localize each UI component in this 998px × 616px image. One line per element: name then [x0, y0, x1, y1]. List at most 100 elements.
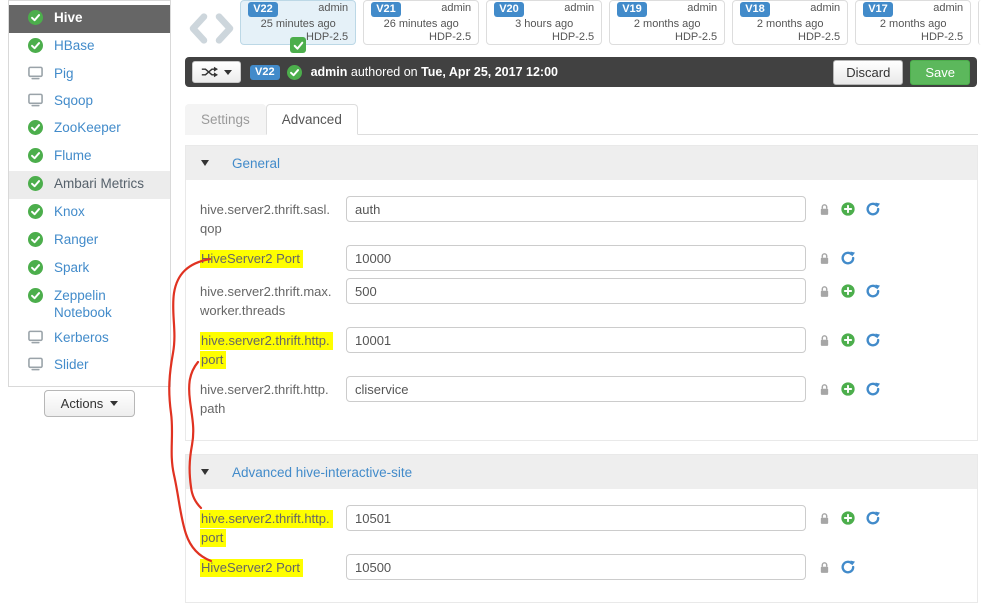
override-icon[interactable] — [841, 511, 855, 525]
undo-icon[interactable] — [841, 251, 855, 265]
section-header[interactable]: General — [186, 146, 977, 180]
property-value-input[interactable] — [346, 278, 806, 304]
property-actions — [819, 245, 855, 265]
sidebar-item-label: Ranger — [54, 232, 99, 247]
lock-icon — [819, 285, 830, 298]
compare-versions-button[interactable] — [192, 61, 241, 83]
version-stack: HDP-2.5 — [429, 31, 472, 43]
version-age: 2 months ago — [756, 18, 824, 30]
sidebar-item-label: Sqoop — [54, 93, 94, 108]
sidebar-item-knox[interactable]: Knox — [9, 199, 170, 227]
version-badge: V17 — [863, 2, 893, 17]
discard-button[interactable]: Discard — [833, 59, 904, 85]
shuffle-icon — [201, 66, 218, 78]
version-toolbar: V22 admin authored on Tue, Apr 25, 2017 … — [185, 57, 977, 87]
property-value-input[interactable] — [346, 245, 806, 271]
service-ok-check-icon — [28, 288, 43, 307]
undo-icon[interactable] — [841, 560, 855, 574]
sidebar-item-kerberos[interactable]: Kerberos — [9, 325, 170, 352]
sidebar-item-zookeeper[interactable]: ZooKeeper — [9, 115, 170, 143]
undo-icon[interactable] — [866, 202, 880, 216]
config-row-hive-server2-thrift-http-path: hive.​server2.​thrift.​http.​path — [200, 376, 963, 418]
undo-icon[interactable] — [866, 511, 880, 525]
sidebar-item-label: Hive — [54, 10, 83, 25]
lock-icon — [819, 512, 830, 525]
version-card-v18[interactable]: V18 admin 2 months ago HDP-2.5 — [732, 0, 849, 45]
sidebar-item-hbase[interactable]: HBase — [9, 33, 170, 61]
save-button[interactable]: Save — [910, 59, 970, 85]
undo-icon[interactable] — [866, 284, 880, 298]
property-label: hive.​server2.​thrift.​sasl.​qop — [200, 202, 331, 236]
sidebar-item-label: Kerberos — [54, 330, 109, 345]
yellow-highlight: HiveServer2 Port — [200, 250, 303, 268]
property-value-input[interactable] — [346, 554, 806, 580]
sidebar-item-label: HBase — [54, 38, 95, 53]
version-card-v17[interactable]: V17 admin 2 months ago HDP-2.5 — [855, 0, 972, 45]
version-badge: V19 — [617, 2, 647, 17]
version-card-v19[interactable]: V19 admin 2 months ago HDP-2.5 — [609, 0, 726, 45]
sidebar-item-slider[interactable]: Slider — [9, 352, 170, 379]
lock-icon — [819, 383, 830, 396]
sidebar-item-zeppelin-notebook[interactable]: Zeppelin Notebook — [9, 283, 170, 325]
undo-icon[interactable] — [866, 382, 880, 396]
actions-button[interactable]: Actions — [43, 390, 136, 417]
scroll-left-icon[interactable] — [187, 13, 210, 44]
version-stack: HDP-2.5 — [306, 31, 349, 43]
sidebar-item-spark[interactable]: Spark — [9, 255, 170, 283]
sidebar-item-flume[interactable]: Flume — [9, 143, 170, 171]
sidebar-item-ranger[interactable]: Ranger — [9, 227, 170, 255]
sidebar-item-ambari-metrics[interactable]: Ambari Metrics — [9, 171, 170, 199]
version-stack: HDP-2.5 — [552, 31, 595, 43]
override-icon[interactable] — [841, 284, 855, 298]
property-value-input[interactable] — [346, 376, 806, 402]
chevron-down-icon — [110, 401, 119, 406]
undo-icon[interactable] — [866, 333, 880, 347]
yellow-highlight: HiveServer2 Port — [200, 559, 303, 577]
service-ok-check-icon — [28, 204, 43, 223]
property-value-input[interactable] — [346, 327, 806, 353]
override-icon[interactable] — [841, 382, 855, 396]
tab-advanced[interactable]: Advanced — [265, 104, 358, 135]
version-author: admin — [441, 2, 472, 14]
property-actions — [819, 327, 880, 347]
authored-on-text: authored on — [350, 65, 418, 79]
service-ok-check-icon — [28, 260, 43, 279]
lock-icon — [819, 334, 830, 347]
version-author: admin — [933, 2, 964, 14]
version-badge: V18 — [740, 2, 770, 17]
version-scroll-arrows — [183, 0, 240, 55]
section-advanced-hive-interactive-site: Advanced hive-interactive-site hive.​ser… — [185, 454, 978, 603]
tab-settings[interactable]: Settings — [185, 104, 266, 135]
property-label: hive.​server2.​thrift.​http.​path — [200, 382, 329, 416]
version-card-v20[interactable]: V20 admin 3 hours ago HDP-2.5 — [486, 0, 603, 45]
author-name: admin — [310, 65, 348, 79]
lock-icon — [819, 561, 830, 574]
client-only-monitor-icon — [28, 357, 43, 375]
version-age: 3 hours ago — [515, 18, 574, 30]
sidebar-item-pig[interactable]: Pig — [9, 61, 170, 88]
version-card-v21[interactable]: V21 admin 26 minutes ago HDP-2.5 — [363, 0, 480, 45]
property-actions — [819, 278, 880, 298]
section-title: Advanced hive-interactive-site — [232, 464, 413, 480]
section-header[interactable]: Advanced hive-interactive-site — [186, 455, 977, 489]
version-card-list: V22 admin 25 minutes ago HDP-2.5 V21 adm… — [240, 0, 972, 55]
property-value-input[interactable] — [346, 196, 806, 222]
version-author: admin — [318, 2, 349, 14]
scroll-right-icon[interactable] — [213, 13, 236, 44]
version-author: admin — [810, 2, 841, 14]
sidebar-item-label: Zeppelin Notebook — [54, 288, 112, 320]
config-version-bar: V22 admin 25 minutes ago HDP-2.5 V21 adm… — [183, 0, 983, 55]
sidebar-item-sqoop[interactable]: Sqoop — [9, 88, 170, 115]
service-list: Hive HBase Pig Sqoop — [9, 5, 170, 379]
yellow-highlight: hive.​server2.​thrift.​http.​port — [200, 332, 333, 369]
current-version-badge: V22 — [250, 64, 280, 80]
override-icon[interactable] — [841, 202, 855, 216]
service-ok-check-icon — [28, 176, 43, 195]
property-value-input[interactable] — [346, 505, 806, 531]
version-card-v22[interactable]: V22 admin 25 minutes ago HDP-2.5 — [240, 0, 357, 53]
override-icon[interactable] — [841, 333, 855, 347]
property-label: hive.​server2.​thrift.​http.​port — [200, 327, 346, 369]
sidebar-item-hive[interactable]: Hive — [9, 5, 170, 33]
config-row-hiveserver2-port: HiveServer2 Port — [200, 245, 963, 271]
authored-text: admin authored on Tue, Apr 25, 2017 12:0… — [311, 65, 558, 79]
